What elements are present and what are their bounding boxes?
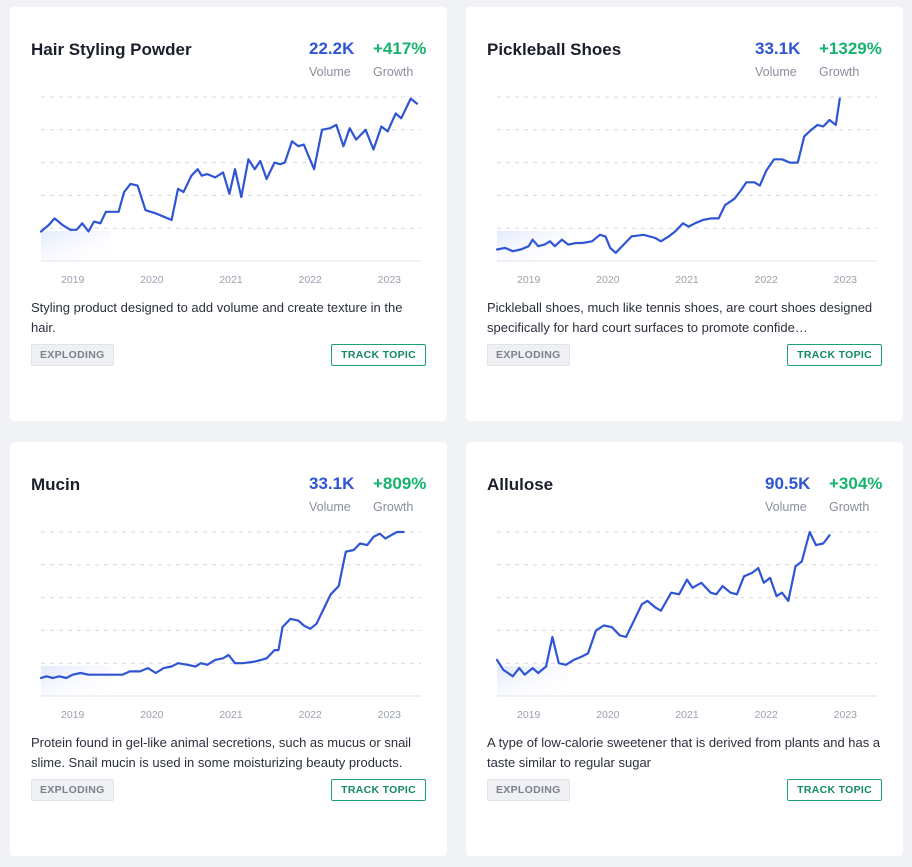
trend-card-hair-styling-powder[interactable]: Hair Styling Powder 22.2K Volume +417% G… [10, 7, 447, 421]
chart-baseline-fade [41, 666, 111, 696]
track-topic-button[interactable]: TRACK TOPIC [787, 344, 882, 366]
growth-label: Growth [829, 500, 870, 514]
trend-line [39, 97, 419, 233]
x-tick-label: 2023 [378, 709, 402, 721]
x-tick-label: 2020 [596, 274, 620, 286]
growth-label: Growth [373, 65, 414, 79]
chart-baseline-fade [497, 666, 567, 696]
card-title[interactable]: Pickleball Shoes [487, 40, 622, 59]
volume-value: 22.2K [309, 39, 355, 58]
trend-chart: 2019 2020 2021 2022 2023 [39, 530, 421, 721]
topic-description: Protein found in gel-like animal secreti… [31, 735, 412, 770]
x-tick-label: 2020 [140, 274, 164, 286]
growth-metric: +1329% Growth [819, 39, 882, 79]
trend-line [39, 530, 405, 680]
topic-description: Pickleball shoes, much like tennis shoes… [487, 300, 873, 335]
growth-label: Growth [819, 65, 860, 79]
topic-description: A type of low-calorie sweetener that is … [487, 735, 881, 770]
card-title[interactable]: Hair Styling Powder [31, 40, 192, 59]
volume-value: 90.5K [765, 474, 811, 493]
volume-value: 33.1K [309, 474, 355, 493]
growth-value: +304% [829, 474, 883, 493]
trend-chart: 2019 2020 2021 2022 2023 [495, 530, 877, 721]
trend-line [495, 97, 841, 254]
growth-metric: +304% Growth [829, 474, 882, 514]
track-topic-button[interactable]: TRACK TOPIC [787, 779, 882, 801]
volume-label: Volume [309, 65, 351, 79]
card-title[interactable]: Mucin [31, 475, 81, 494]
volume-label: Volume [755, 65, 797, 79]
growth-value: +417% [373, 39, 427, 58]
x-tick-label: 2022 [298, 709, 322, 721]
growth-value: +809% [373, 474, 427, 493]
volume-metric: 22.2K Volume [309, 39, 354, 79]
x-tick-label: 2020 [596, 709, 620, 721]
volume-metric: 33.1K Volume [755, 39, 800, 79]
x-tick-label: 2022 [298, 274, 322, 286]
track-topic-button[interactable]: TRACK TOPIC [331, 779, 426, 801]
growth-label: Growth [373, 500, 414, 514]
volume-label: Volume [765, 500, 807, 514]
trend-card-mucin[interactable]: Mucin 33.1K Volume +809% Growth 2019 2020… [10, 442, 447, 856]
trend-card-pickleball-shoes[interactable]: Pickleball Shoes 33.1K Volume +1329% Gro… [466, 7, 903, 421]
x-tick-label: 2022 [754, 709, 778, 721]
exploding-badge: EXPLODING [31, 344, 114, 366]
x-tick-label: 2021 [675, 274, 699, 286]
exploding-badge: EXPLODING [487, 779, 570, 801]
trend-chart: 2019 2020 2021 2022 2023 [39, 96, 421, 286]
x-tick-label: 2023 [834, 274, 858, 286]
card-title[interactable]: Allulose [487, 475, 554, 494]
track-topic-button[interactable]: TRACK TOPIC [331, 344, 426, 366]
x-tick-label: 2021 [219, 709, 243, 721]
volume-metric: 33.1K Volume [309, 474, 354, 514]
growth-metric: +417% Growth [373, 39, 426, 79]
x-tick-label: 2020 [140, 709, 164, 721]
x-tick-label: 2023 [378, 274, 402, 286]
chart-baseline-fade [41, 231, 111, 261]
topic-description: Styling product designed to add volume a… [31, 300, 403, 335]
x-tick-label: 2019 [61, 709, 85, 721]
x-tick-label: 2022 [754, 274, 778, 286]
x-tick-label: 2019 [517, 709, 541, 721]
trend-chart: 2019 2020 2021 2022 2023 [495, 96, 877, 286]
volume-value: 33.1K [755, 39, 801, 58]
x-tick-label: 2021 [675, 709, 699, 721]
volume-metric: 90.5K Volume [765, 474, 810, 514]
growth-value: +1329% [819, 39, 882, 58]
exploding-badge: EXPLODING [487, 344, 570, 366]
growth-metric: +809% Growth [373, 474, 426, 514]
x-tick-label: 2021 [219, 274, 243, 286]
x-tick-label: 2023 [834, 709, 858, 721]
volume-label: Volume [309, 500, 351, 514]
trend-card-allulose[interactable]: Allulose 90.5K Volume +304% Growth 2019 2… [466, 442, 903, 856]
trend-line [495, 530, 831, 678]
x-tick-label: 2019 [517, 274, 541, 286]
exploding-badge: EXPLODING [31, 779, 114, 801]
x-tick-label: 2019 [61, 274, 85, 286]
